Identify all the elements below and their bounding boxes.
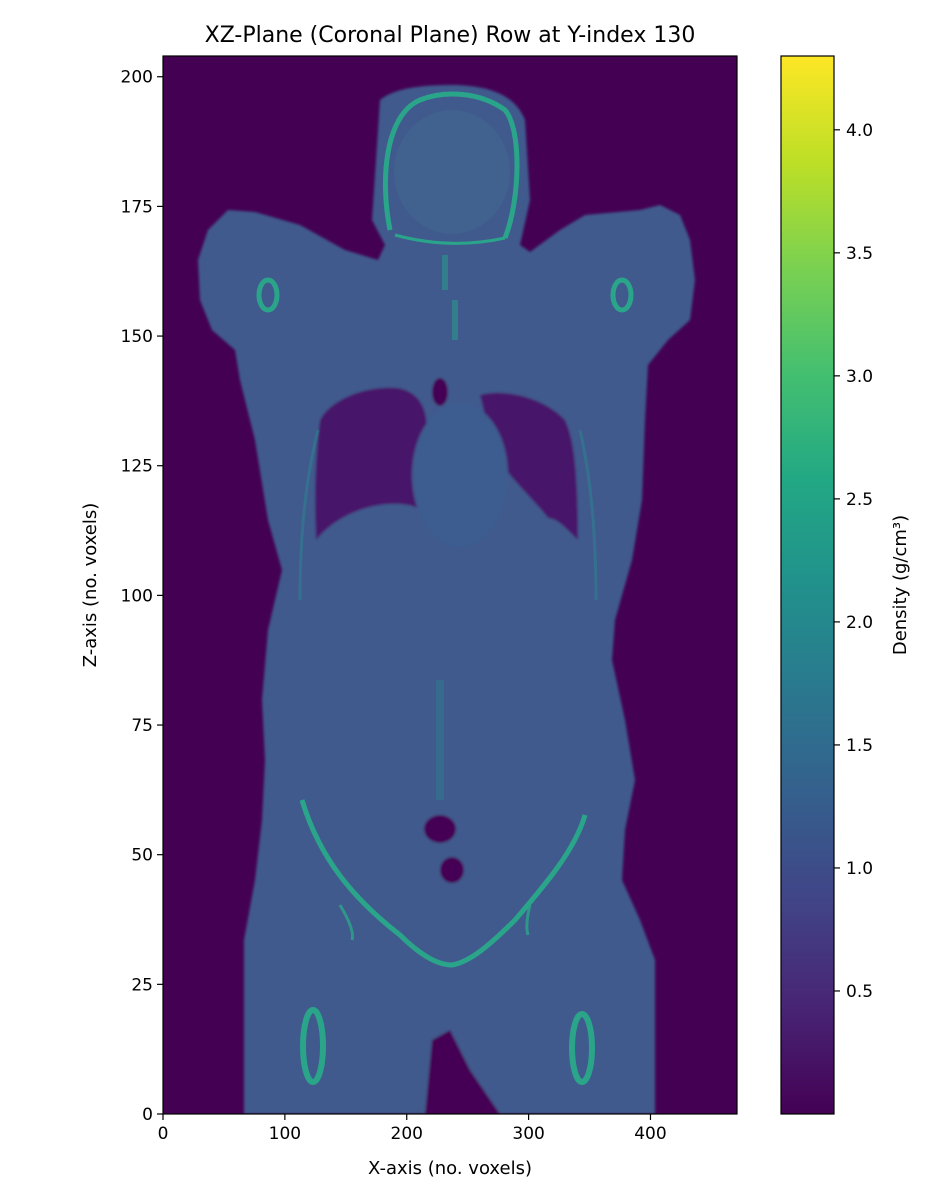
skull-base <box>394 233 506 245</box>
y-tick-label: 50 <box>131 846 153 866</box>
y-tick-label: 75 <box>131 716 153 736</box>
brain <box>394 110 510 234</box>
colorbar-tick-label: 2.5 <box>846 490 873 510</box>
lung-left <box>480 392 578 540</box>
x-tick-label: 100 <box>269 1124 301 1144</box>
colorbar-tick-label: 0.5 <box>846 982 873 1002</box>
bowel-gas-lower <box>440 857 464 883</box>
heatmap-image <box>163 56 737 1114</box>
colorbar-tick-label: 2.0 <box>846 613 873 633</box>
femur-left <box>569 1011 595 1085</box>
pelvis-inner <box>338 904 532 941</box>
trachea <box>432 378 448 406</box>
x-axis-label: X-axis (no. voxels) <box>368 1158 532 1179</box>
x-tick-label: 400 <box>634 1124 666 1144</box>
plot-frame <box>162 55 738 1115</box>
colorbar-tick-label: 1.5 <box>846 736 873 756</box>
y-tick-label: 125 <box>121 457 153 477</box>
colorbar-tick-label: 3.0 <box>846 367 873 387</box>
y-tick-label: 150 <box>121 327 153 347</box>
y-tick-label: 175 <box>121 197 153 217</box>
skull-bone <box>382 91 520 239</box>
y-tick-label: 100 <box>121 586 153 606</box>
x-tick-label: 200 <box>391 1124 423 1144</box>
colorbar-tick-label: 3.5 <box>846 244 873 264</box>
y-tick-label: 25 <box>131 975 153 995</box>
pelvis-bone <box>299 799 588 968</box>
y-tick-label: 0 <box>142 1105 153 1125</box>
ribs <box>298 429 598 601</box>
crotch-gap <box>425 1030 500 1114</box>
colorbar-tick-label: 4.0 <box>846 121 873 141</box>
y-axis-label: Z-axis (no. voxels) <box>80 503 101 668</box>
body-silhouette <box>198 85 695 1114</box>
lung-right <box>315 387 427 540</box>
colorbar-tick-label: 1.0 <box>846 859 873 879</box>
colorbar-label: Density (g/cm³) <box>890 515 911 655</box>
x-tick-label: 0 <box>158 1124 169 1144</box>
colorbar <box>780 55 835 1115</box>
humerus-left <box>610 277 634 313</box>
y-axis-ticks: 0 25 50 75 100 125 150 175 200 <box>121 68 163 1125</box>
femur-right <box>300 1007 326 1085</box>
x-tick-label: 300 <box>512 1124 544 1144</box>
y-tick-label: 200 <box>121 68 153 88</box>
humerus-right <box>256 277 280 313</box>
bowel-gas-upper <box>424 815 456 843</box>
x-axis-ticks: 0 100 200 300 400 <box>158 1114 667 1144</box>
heart <box>412 403 508 547</box>
chart-title: XZ-Plane (Coronal Plane) Row at Y-index … <box>205 23 696 48</box>
colorbar-ticks: 0.5 1.0 1.5 2.0 2.5 3.0 3.5 4.0 <box>834 121 873 1002</box>
cervical-spine <box>442 255 458 340</box>
